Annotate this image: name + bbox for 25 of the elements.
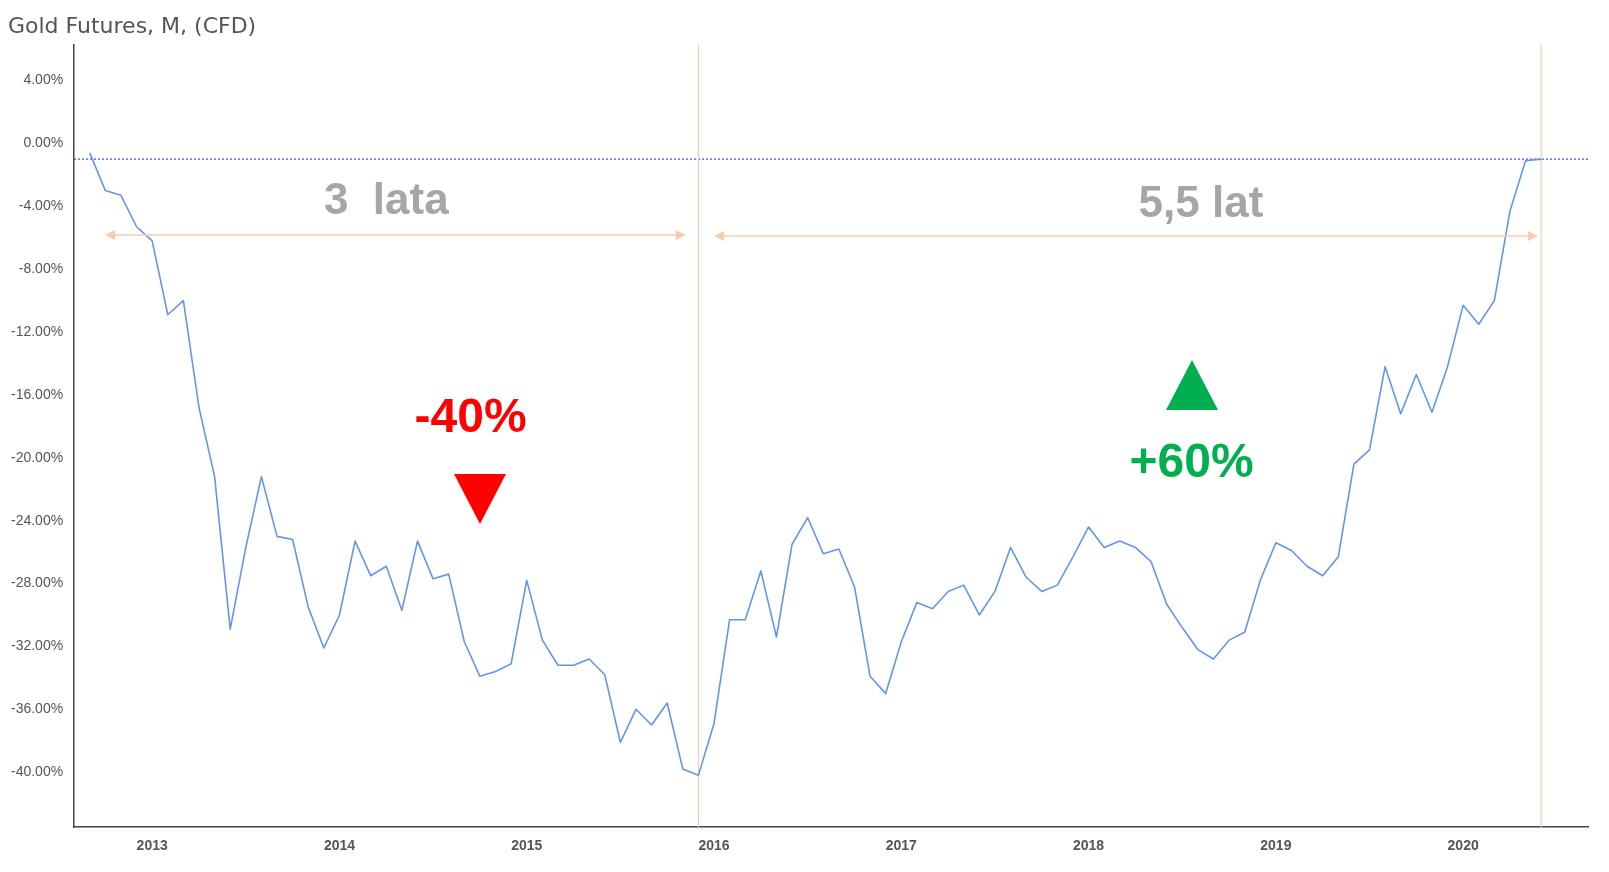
annotation: -40% (414, 388, 527, 442)
y-tick-label: -12.00% (10, 322, 64, 339)
x-tick-label: 2016 (698, 837, 730, 854)
x-tick-label: 2018 (1073, 837, 1105, 854)
x-tick-label: 2015 (511, 837, 543, 854)
y-tick-label: 4.00% (23, 71, 64, 88)
annotation: 3 lata (323, 173, 450, 223)
y-tick-label: -16.00% (10, 385, 64, 402)
x-tick-label: 2017 (885, 837, 918, 854)
y-tick-label: -32.00% (10, 637, 64, 654)
chart-title: Gold Futures, M, (CFD) (8, 12, 257, 38)
y-tick-label: -40.00% (10, 763, 64, 780)
y-tick-label: -28.00% (10, 574, 64, 591)
y-tick-label: -36.00% (10, 700, 64, 717)
y-tick-label: -24.00% (10, 511, 64, 528)
annotation: 5,5 lat (1138, 176, 1264, 226)
y-tick-label: 0.00% (23, 134, 64, 151)
y-tick-label: -4.00% (18, 197, 64, 214)
x-tick-label: 2013 (136, 837, 168, 854)
annotation: +60% (1129, 434, 1254, 488)
y-tick-label: -8.00% (18, 260, 64, 277)
x-tick-label: 2014 (323, 837, 356, 854)
x-tick-label: 2019 (1260, 837, 1292, 854)
x-tick-label: 2020 (1447, 837, 1479, 854)
y-tick-label: -20.00% (10, 448, 64, 465)
